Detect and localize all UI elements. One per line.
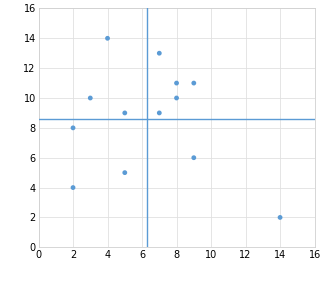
Point: [88, 96, 93, 100]
Point: [191, 155, 196, 160]
Point: [157, 51, 162, 55]
Point: [191, 81, 196, 85]
Point: [122, 170, 127, 175]
Point: [277, 215, 282, 220]
Point: [71, 126, 76, 130]
Point: [122, 111, 127, 115]
Point: [174, 81, 179, 85]
Point: [105, 36, 110, 40]
Point: [71, 185, 76, 190]
Point: [157, 111, 162, 115]
Point: [174, 96, 179, 100]
